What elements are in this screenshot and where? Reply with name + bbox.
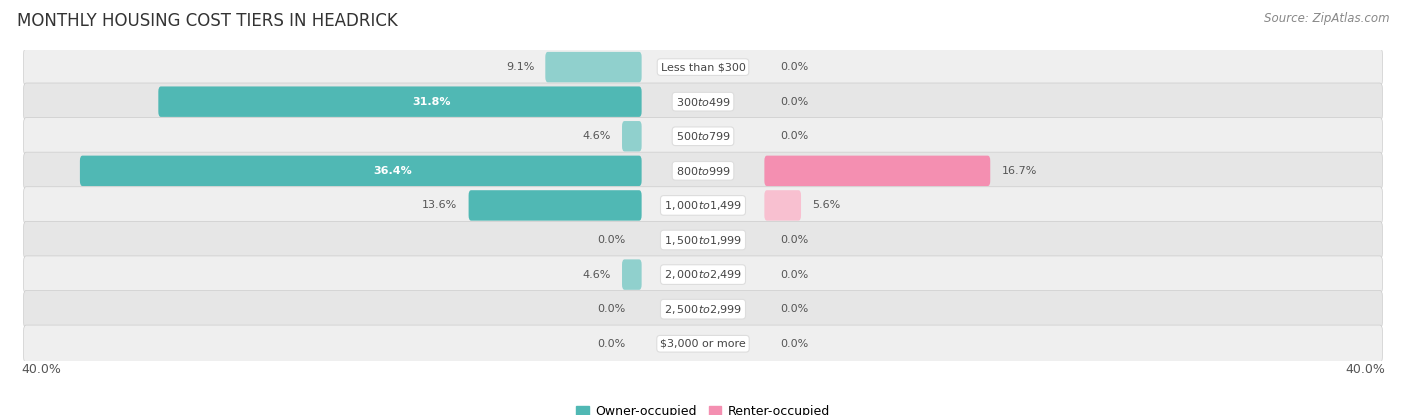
FancyBboxPatch shape <box>24 290 1382 328</box>
Text: 0.0%: 0.0% <box>780 62 808 72</box>
Text: $800 to $999: $800 to $999 <box>675 165 731 177</box>
FancyBboxPatch shape <box>24 152 1382 190</box>
FancyBboxPatch shape <box>24 256 1382 293</box>
Text: 40.0%: 40.0% <box>21 363 60 376</box>
Text: 0.0%: 0.0% <box>780 339 808 349</box>
Text: $2,500 to $2,999: $2,500 to $2,999 <box>664 303 742 316</box>
Text: 0.0%: 0.0% <box>598 304 626 314</box>
FancyBboxPatch shape <box>24 83 1382 120</box>
FancyBboxPatch shape <box>765 190 801 221</box>
FancyBboxPatch shape <box>621 121 641 151</box>
Text: 31.8%: 31.8% <box>413 97 451 107</box>
Text: $300 to $499: $300 to $499 <box>675 96 731 107</box>
Text: $1,500 to $1,999: $1,500 to $1,999 <box>664 234 742 247</box>
Text: 5.6%: 5.6% <box>813 200 841 210</box>
FancyBboxPatch shape <box>24 49 1382 86</box>
Text: $2,000 to $2,499: $2,000 to $2,499 <box>664 268 742 281</box>
FancyBboxPatch shape <box>546 52 641 82</box>
Text: Less than $300: Less than $300 <box>661 62 745 72</box>
Text: 0.0%: 0.0% <box>780 97 808 107</box>
Text: 0.0%: 0.0% <box>780 304 808 314</box>
Text: 16.7%: 16.7% <box>1001 166 1036 176</box>
Text: $1,000 to $1,499: $1,000 to $1,499 <box>664 199 742 212</box>
FancyBboxPatch shape <box>621 259 641 290</box>
FancyBboxPatch shape <box>159 86 641 117</box>
FancyBboxPatch shape <box>24 187 1382 224</box>
FancyBboxPatch shape <box>24 117 1382 155</box>
Text: $3,000 or more: $3,000 or more <box>661 339 745 349</box>
FancyBboxPatch shape <box>468 190 641 221</box>
Text: 13.6%: 13.6% <box>422 200 457 210</box>
Text: 0.0%: 0.0% <box>780 235 808 245</box>
Legend: Owner-occupied, Renter-occupied: Owner-occupied, Renter-occupied <box>571 400 835 415</box>
Text: 4.6%: 4.6% <box>582 131 612 141</box>
Text: Source: ZipAtlas.com: Source: ZipAtlas.com <box>1264 12 1389 25</box>
Text: 40.0%: 40.0% <box>1346 363 1385 376</box>
Text: 0.0%: 0.0% <box>598 235 626 245</box>
Text: MONTHLY HOUSING COST TIERS IN HEADRICK: MONTHLY HOUSING COST TIERS IN HEADRICK <box>17 12 398 30</box>
FancyBboxPatch shape <box>765 156 990 186</box>
Text: 36.4%: 36.4% <box>374 166 412 176</box>
Text: 0.0%: 0.0% <box>598 339 626 349</box>
FancyBboxPatch shape <box>80 156 641 186</box>
Text: 9.1%: 9.1% <box>506 62 534 72</box>
FancyBboxPatch shape <box>24 325 1382 362</box>
Text: $500 to $799: $500 to $799 <box>675 130 731 142</box>
Text: 4.6%: 4.6% <box>582 270 612 280</box>
Text: 0.0%: 0.0% <box>780 270 808 280</box>
Text: 0.0%: 0.0% <box>780 131 808 141</box>
FancyBboxPatch shape <box>24 221 1382 259</box>
